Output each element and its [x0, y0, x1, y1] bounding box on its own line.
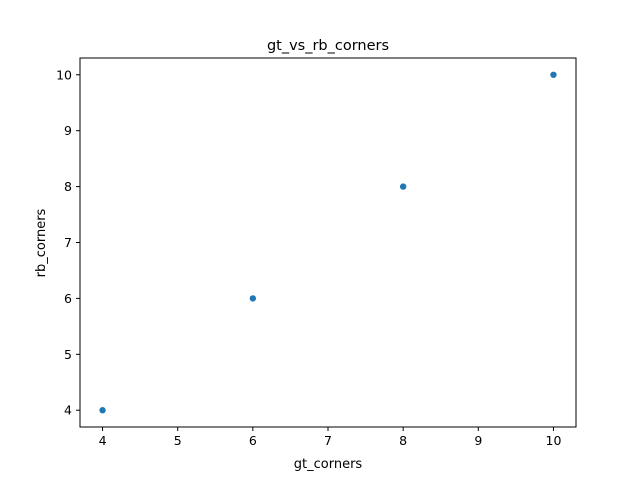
chart-title: gt_vs_rb_corners [267, 38, 389, 54]
y-tick-label: 5 [64, 347, 72, 362]
y-axis-label: rb_corners [34, 208, 49, 277]
y-tick-label: 6 [64, 291, 72, 306]
y-tick-label: 7 [64, 235, 72, 250]
data-point [249, 295, 257, 302]
plot-area-frame [79, 57, 577, 428]
data-point [99, 407, 106, 414]
y-tick-label: 4 [64, 403, 72, 418]
y-tick-label: 8 [64, 179, 72, 194]
data-point [550, 71, 557, 78]
x-tick-label: 10 [546, 433, 562, 448]
x-tick-label: 8 [399, 433, 407, 448]
x-tick-label: 4 [99, 433, 107, 448]
y-tick-label: 9 [64, 123, 72, 138]
x-tick-label: 7 [324, 433, 332, 448]
data-point [399, 183, 407, 190]
y-tick-label: 10 [56, 67, 72, 82]
ticks: 4 5 6 7 8 9 10 4 5 6 7 8 9 10 [56, 67, 561, 448]
x-tick-label: 5 [174, 433, 182, 448]
x-tick-label: 6 [249, 433, 257, 448]
x-axis-label: gt_corners [294, 457, 363, 472]
x-tick-label: 9 [474, 433, 482, 448]
data-points [99, 71, 557, 414]
